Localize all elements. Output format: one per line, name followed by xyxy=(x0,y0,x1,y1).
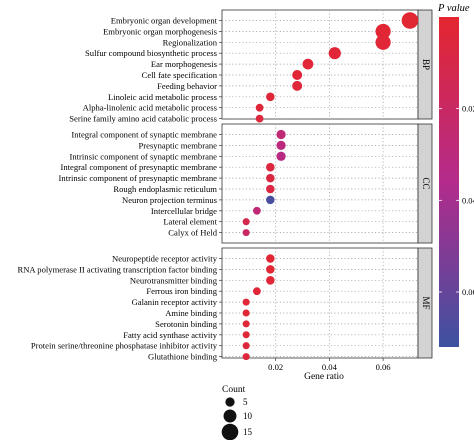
data-point xyxy=(401,12,419,29)
term-label: Intrinsic component of presynaptic membr… xyxy=(59,173,218,183)
term-label: Protein serine/threonine phosphatase inh… xyxy=(31,341,218,351)
x-tick-label: 0.02 xyxy=(268,362,283,372)
term-label: Fatty acid synthase activity xyxy=(123,330,217,340)
data-point xyxy=(266,195,275,205)
term-label: Embryonic organ morphogenesis xyxy=(103,26,218,36)
data-point xyxy=(266,276,275,285)
term-label: Serine family amino acid catabolic proce… xyxy=(69,114,217,124)
term-label: Intrinsic component of synaptic membrane xyxy=(70,151,218,161)
colorbar-title: P value xyxy=(437,3,470,14)
x-tick-label: 0.06 xyxy=(376,362,392,372)
data-point xyxy=(242,218,250,226)
data-point xyxy=(266,162,275,172)
term-label: RNA polymerase II activating transcripti… xyxy=(17,264,217,274)
x-tick-label: 0.04 xyxy=(322,362,338,372)
term-label: Rough endoplasmic reticulum xyxy=(113,184,217,194)
term-label: Sulfur compound biosynthetic process xyxy=(85,48,218,58)
colorbar-tick-label: 0.04 xyxy=(462,196,474,205)
term-label: Intercellular bridge xyxy=(151,206,217,216)
term-label: Neurotransmitter binding xyxy=(130,275,218,285)
data-point xyxy=(266,173,275,183)
size-legend-label: 5 xyxy=(243,397,248,407)
term-label: Cell fate specification xyxy=(142,70,218,80)
data-point xyxy=(255,103,264,112)
data-point xyxy=(276,140,286,151)
facet-strip xyxy=(417,123,433,244)
colorbar-gradient xyxy=(439,17,459,347)
size-legend-title: Count xyxy=(222,385,246,395)
data-point xyxy=(255,114,264,123)
term-label: Neuropeptide receptor activity xyxy=(112,254,218,264)
term-label: Embryonic organ development xyxy=(111,16,218,26)
data-point xyxy=(266,265,275,274)
size-legend-label: 15 xyxy=(243,427,253,437)
term-label: Linoleic acid metabolic process xyxy=(108,92,218,102)
data-point xyxy=(266,92,275,102)
size-legend-dot xyxy=(221,423,239,440)
data-point xyxy=(292,80,303,91)
x-axis-label: Gene ratio xyxy=(304,372,344,382)
colorbar-tick-label: 0.06 xyxy=(462,288,474,297)
size-legend-dot xyxy=(225,397,235,407)
size-legend-dot xyxy=(223,409,237,423)
data-point xyxy=(253,206,261,215)
panel-frame xyxy=(221,123,419,244)
p-value-colorbar: P value 0.02 0.04 0.06 xyxy=(437,3,474,347)
facet-strip-label: BP xyxy=(421,59,431,70)
data-point xyxy=(253,287,261,296)
term-label: Alpha-linolenic acid metabolic process xyxy=(83,103,218,113)
facet-strip xyxy=(417,9,433,120)
size-legend-label: 10 xyxy=(243,411,253,421)
data-point xyxy=(292,69,303,81)
data-point xyxy=(242,320,250,328)
facet-strip-label: MF xyxy=(421,296,431,309)
term-label: Glutathione binding xyxy=(148,352,218,362)
data-point xyxy=(266,184,275,194)
data-point xyxy=(276,129,286,140)
data-point xyxy=(375,23,391,39)
colorbar-tick-label: 0.02 xyxy=(462,105,474,114)
term-label: Integral component of synaptic membrane xyxy=(71,130,217,140)
facet-strip-label: CC xyxy=(421,177,431,189)
term-label: Neuron projection terminus xyxy=(122,195,218,205)
count-size-legend: Count 5 10 15 xyxy=(221,385,253,440)
data-point xyxy=(375,34,391,50)
data-point xyxy=(266,254,275,263)
data-point xyxy=(242,353,250,361)
data-point xyxy=(242,342,250,350)
term-label: Integral component of presynaptic membra… xyxy=(60,162,217,172)
term-label: Galanin receptor activity xyxy=(132,297,218,307)
data-point xyxy=(242,229,250,237)
term-label: Presynaptic membrane xyxy=(138,140,217,150)
panel-frame xyxy=(221,247,419,359)
data-point xyxy=(242,309,250,317)
term-label: Calyx of Held xyxy=(168,228,217,238)
data-point xyxy=(276,151,286,161)
term-label: Ferrous iron binding xyxy=(146,286,217,296)
panel-cc: CC Integral component of synaptic membran… xyxy=(59,123,433,244)
term-label: Regionalization xyxy=(163,37,218,47)
data-point xyxy=(242,298,250,306)
x-axis: Gene ratio 0.02 0.04 0.06 xyxy=(268,358,391,382)
data-point xyxy=(242,331,250,339)
term-label: Ear morphogenesis xyxy=(151,59,218,69)
term-label: Feeding behavior xyxy=(157,81,217,91)
term-label: Amine binding xyxy=(165,308,218,318)
facet-strip xyxy=(417,247,433,359)
term-label: Serotonin binding xyxy=(155,319,218,329)
data-point xyxy=(328,47,341,60)
data-point xyxy=(302,58,314,70)
term-label: Lateral element xyxy=(163,217,217,227)
